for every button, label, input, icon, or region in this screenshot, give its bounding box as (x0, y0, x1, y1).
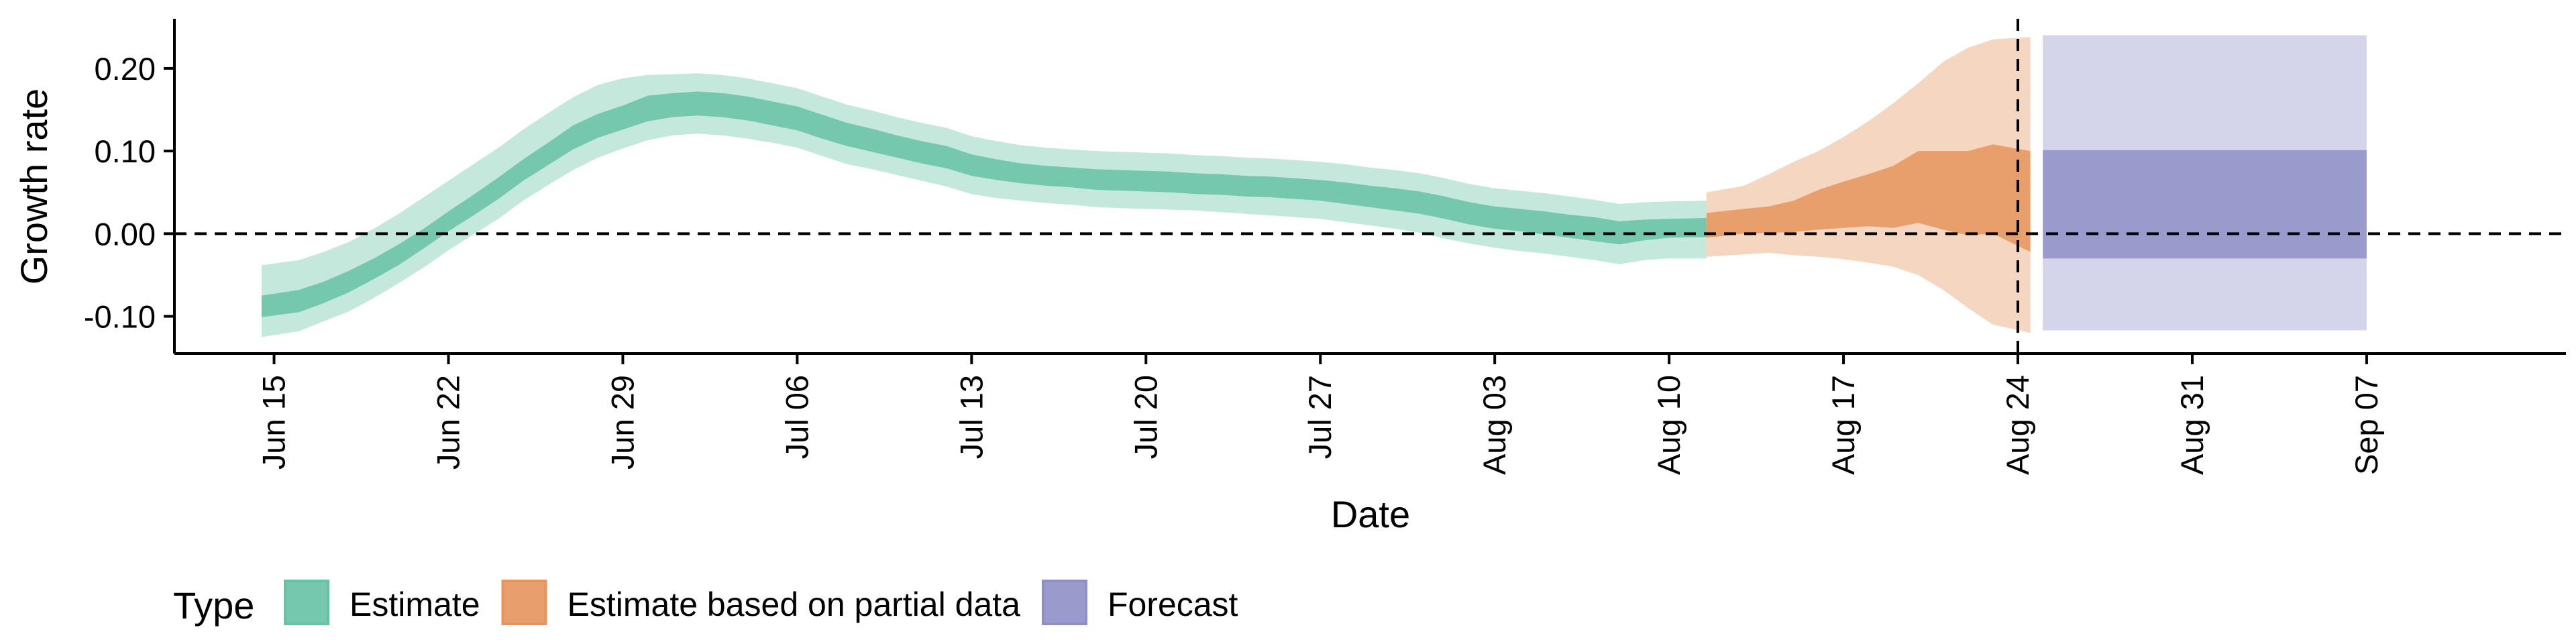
x-tick-label: Jul 06 (779, 375, 814, 459)
x-tick-label: Jun 22 (431, 375, 466, 470)
legend-label-estimate: Estimate (350, 586, 480, 623)
estimate-50-band (262, 91, 1707, 317)
legend-label-forecast: Forecast (1108, 586, 1238, 623)
reference-lines (174, 19, 2566, 354)
y-tick-label: -0.10 (84, 299, 156, 335)
legend-swatch-estimate (284, 580, 329, 625)
x-tick-label: Aug 10 (1651, 375, 1686, 475)
x-tick-label: Aug 17 (1825, 375, 1861, 475)
x-tick-label: Aug 03 (1477, 375, 1512, 475)
x-tick-label: Aug 24 (2000, 375, 2035, 475)
legend-label-estimate-based-on-partial-data: Estimate based on partial data (568, 586, 1021, 623)
x-tick-label: Jul 27 (1302, 375, 1338, 459)
x-tick-label: Jul 13 (953, 375, 989, 459)
legend-swatch-forecast (1041, 580, 1087, 625)
x-tick-label: Jun 15 (256, 375, 292, 470)
y-tick-label: 0.10 (95, 133, 156, 169)
x-axis-ticks: Jun 15 Jun 22 Jun 29 Jul 06 Jul 13 Jul 20 Jul … (256, 354, 2384, 475)
forecast-50-band (2043, 150, 2367, 259)
x-axis-title: Date (1331, 493, 1410, 535)
y-axis-title: Growth rate (13, 89, 55, 285)
legend: Type Estimate Estimate based on partial d… (173, 580, 1238, 627)
y-axis-ticks: -0.10 0.00 0.10 0.20 (84, 51, 174, 335)
estimate-90-band (262, 73, 1707, 337)
estimate-based-on-partial-data-50-band (1706, 144, 2031, 252)
x-tick-label: Sep 07 (2349, 375, 2384, 475)
legend-title: Type (173, 584, 254, 627)
y-tick-label: 0.20 (95, 51, 156, 87)
x-tick-label: Aug 31 (2174, 375, 2210, 475)
x-tick-label: Jul 20 (1128, 375, 1163, 459)
series-bands (262, 35, 2367, 337)
y-tick-label: 0.00 (95, 216, 156, 252)
axes (173, 19, 2566, 355)
legend-swatch-estimate-based-on-partial-data (501, 580, 547, 625)
x-tick-label: Jun 29 (604, 375, 640, 470)
